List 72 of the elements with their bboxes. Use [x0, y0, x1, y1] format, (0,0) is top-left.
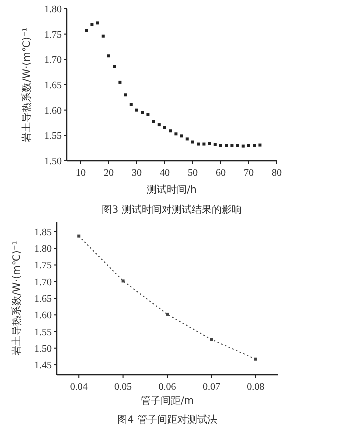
point — [197, 142, 200, 146]
y-tick-label: 1.55 — [44, 131, 62, 142]
point — [152, 120, 156, 124]
x-tick-label: 0.08 — [247, 382, 265, 393]
x-tick-label: 10 — [76, 168, 86, 179]
point — [113, 65, 116, 68]
point — [146, 113, 150, 116]
point — [158, 124, 161, 127]
point — [141, 111, 144, 114]
point — [166, 312, 169, 316]
x-tick-label: 30 — [132, 168, 142, 179]
point — [124, 94, 128, 97]
point — [253, 144, 256, 148]
x-tick-label: 0.05 — [114, 382, 132, 393]
y-axis-title: 岩土导热系数/W·(m℃)⁻¹ — [11, 241, 23, 356]
point — [192, 140, 194, 144]
y-tick-label: 1.70 — [34, 277, 52, 288]
point — [248, 144, 250, 148]
point — [136, 108, 138, 112]
y-tick-label: 1.70 — [44, 55, 62, 66]
point — [164, 126, 166, 130]
y-tick-label: 1.55 — [34, 327, 52, 338]
x-tick-label: 40 — [160, 168, 170, 179]
point — [180, 134, 184, 138]
point — [258, 144, 262, 147]
x-tick-label: 60 — [216, 168, 226, 179]
y-tick-label: 1.75 — [44, 30, 62, 41]
y-tick-label: 1.80 — [44, 4, 62, 16]
point — [118, 80, 122, 84]
y-tick-label: 1.85 — [34, 227, 52, 238]
y-axis-title: 岩土导热系数/W·(m℃)⁻¹ — [21, 28, 33, 142]
point — [186, 138, 189, 141]
x-tick-label: 0.07 — [202, 382, 220, 393]
point — [90, 23, 94, 26]
point — [208, 142, 212, 146]
point — [169, 130, 172, 133]
y-tick-label: 1.50 — [34, 344, 52, 355]
point — [210, 338, 214, 342]
y-tick-label: 1.80 — [34, 244, 52, 256]
text: 图4 管子间距对测试法 — [118, 414, 218, 426]
point — [220, 144, 222, 148]
x-tick-label: 80 — [272, 168, 282, 179]
point — [174, 132, 178, 136]
point — [236, 144, 240, 148]
y-tick-label: 1.60 — [44, 106, 62, 117]
x-tick-label: 0.04 — [70, 382, 88, 393]
x-axis-title: 管子间距/m — [140, 395, 194, 407]
x-tick-label: 20 — [104, 168, 114, 179]
y-tick-label: 1.50 — [44, 156, 62, 168]
point — [108, 54, 110, 58]
y-tick-label: 1.65 — [34, 294, 52, 305]
x-tick-label: 70 — [244, 168, 254, 179]
point — [102, 34, 105, 38]
point — [96, 22, 100, 25]
point — [130, 103, 133, 106]
point — [202, 142, 206, 146]
x-tick-label: 0.06 — [158, 382, 176, 393]
point — [242, 144, 245, 148]
y-tick-label: 1.45 — [34, 360, 52, 372]
x-axis-title: 测试时间/h — [147, 184, 197, 196]
y-tick-label: 1.60 — [34, 310, 52, 322]
point — [85, 29, 88, 32]
point — [78, 234, 81, 238]
point — [122, 280, 125, 283]
text: 图3 测试时间对测试结果的影响 — [102, 204, 242, 216]
y-tick-label: 1.75 — [34, 260, 52, 272]
point — [254, 358, 258, 361]
point — [230, 144, 234, 148]
y-tick-label: 1.65 — [44, 80, 62, 92]
point — [225, 144, 228, 148]
x-tick-label: 50 — [188, 168, 198, 179]
point — [214, 143, 217, 146]
